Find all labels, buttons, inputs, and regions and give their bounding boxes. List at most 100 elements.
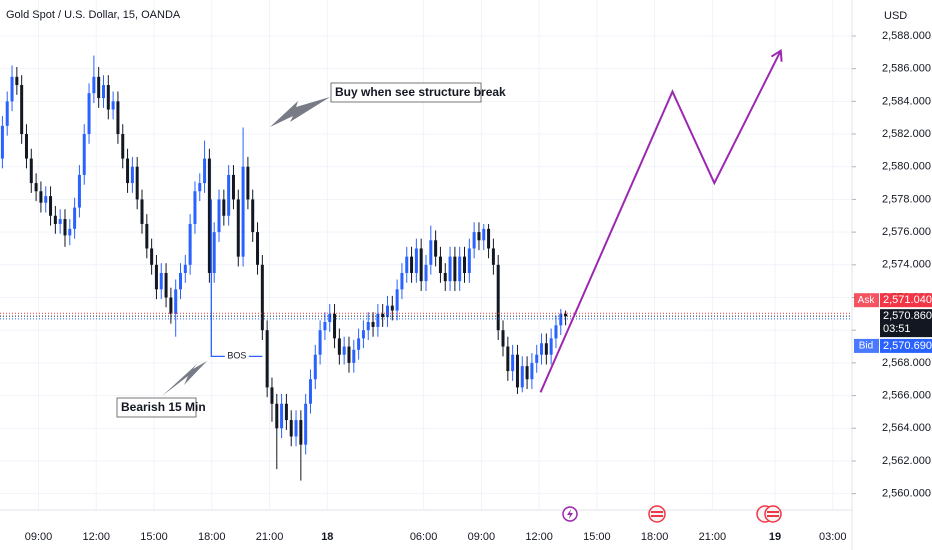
candle-body <box>63 219 67 236</box>
candle-body <box>284 403 288 421</box>
price-tag-name-bg <box>854 338 879 353</box>
candle-body <box>126 158 130 184</box>
candle-body <box>299 420 303 445</box>
y-tick-label: 2,564.000 <box>882 422 931 434</box>
candle-body <box>29 158 33 184</box>
candle-body <box>111 101 115 110</box>
candle-body <box>434 240 438 257</box>
candle-body <box>203 158 207 184</box>
candle-body <box>164 272 168 298</box>
x-tick-label: 09:00 <box>468 531 496 543</box>
candle-body <box>10 76 14 102</box>
candle-body <box>342 346 346 355</box>
candle-body <box>448 256 452 282</box>
candle-body <box>222 199 226 216</box>
candle-body <box>477 232 481 241</box>
x-tick-label: 18:00 <box>641 531 669 543</box>
candle-body <box>121 134 125 159</box>
candle-body <box>438 256 442 273</box>
price-tag-name: Bid <box>859 341 873 352</box>
candle-body <box>217 199 221 233</box>
candle-body <box>501 330 505 347</box>
candle-body <box>44 196 48 203</box>
flag-stripe <box>767 511 779 513</box>
y-tick-label: 2,566.000 <box>882 389 931 401</box>
candle-body <box>381 313 385 318</box>
candle-body <box>24 134 28 159</box>
bos-label-bg <box>224 349 249 363</box>
candle-body <box>280 403 284 429</box>
chart-title: Gold Spot / U.S. Dollar, 15, OANDA <box>6 9 181 21</box>
candle-body <box>564 313 568 317</box>
candle-body <box>333 313 337 339</box>
candle-body <box>34 183 38 192</box>
projection-arrowhead <box>770 48 783 62</box>
candles <box>0 55 568 481</box>
candle-body <box>188 223 192 265</box>
candle-body <box>130 166 134 184</box>
y-tick-label: 2,586.000 <box>882 63 931 75</box>
candle-body <box>270 387 274 404</box>
candle-body <box>506 346 510 372</box>
y-tick-label: 2,562.000 <box>882 455 931 467</box>
x-tick-label: 18 <box>321 531 333 543</box>
candle-body <box>487 228 491 249</box>
candle-body <box>212 232 216 273</box>
candle-body <box>352 349 356 363</box>
candle-body <box>385 305 389 318</box>
x-tick-label: 18:00 <box>198 531 226 543</box>
x-tick-label: 21:00 <box>699 531 727 543</box>
candle-body <box>453 256 457 282</box>
candle-body <box>15 76 19 85</box>
candle-body <box>116 101 120 135</box>
y-tick-label: 2,578.000 <box>882 193 931 205</box>
candle-body <box>318 330 322 355</box>
candle-body <box>5 101 9 126</box>
candle-body <box>540 343 544 355</box>
candle-body <box>87 93 91 135</box>
price-tag-bg <box>880 293 932 308</box>
price-tag-value: 2,571.040 <box>883 294 932 306</box>
candle-body <box>82 134 86 175</box>
price-tag-value: 2,570.860 <box>883 310 932 322</box>
x-tick-label: 15:00 <box>140 531 168 543</box>
candle-body <box>463 256 467 273</box>
candle-body <box>77 174 81 208</box>
candle-body <box>265 330 269 388</box>
x-tick-label: 03:00 <box>819 531 847 543</box>
candle-body <box>559 313 563 326</box>
event-icon[interactable] <box>764 505 782 523</box>
candle-body <box>145 223 149 249</box>
callout-box <box>330 82 482 103</box>
candle-body <box>150 248 154 265</box>
candle-body <box>337 338 341 355</box>
candle-body <box>395 289 399 311</box>
candle-body <box>304 403 308 445</box>
candle-body <box>241 166 245 257</box>
candle-body <box>511 354 515 372</box>
candle-body <box>472 232 476 249</box>
candle-body <box>544 343 548 355</box>
price-countdown: 03:51 <box>883 323 911 335</box>
candle-body <box>58 219 62 224</box>
candle-body <box>443 272 447 282</box>
candle-body <box>390 305 394 311</box>
candle-body <box>549 338 553 355</box>
x-tick-label: 15:00 <box>583 531 611 543</box>
candle-body <box>361 330 365 339</box>
event-icon[interactable] <box>648 505 666 523</box>
candle-body <box>92 76 96 94</box>
candle-body <box>39 191 43 203</box>
candle-body <box>227 174 231 216</box>
candle-body <box>260 264 264 331</box>
candle-body <box>414 248 418 273</box>
callout-text: Bearish 15 Min <box>121 400 206 414</box>
price-tag-name-bg <box>854 293 879 308</box>
x-tick-label: 19 <box>769 531 781 543</box>
flag-stripe <box>651 515 663 517</box>
candle-body <box>198 183 202 192</box>
callout-arrow <box>162 361 207 396</box>
candle-body <box>193 191 197 224</box>
candle-body <box>97 76 101 99</box>
candle-body <box>20 85 24 135</box>
